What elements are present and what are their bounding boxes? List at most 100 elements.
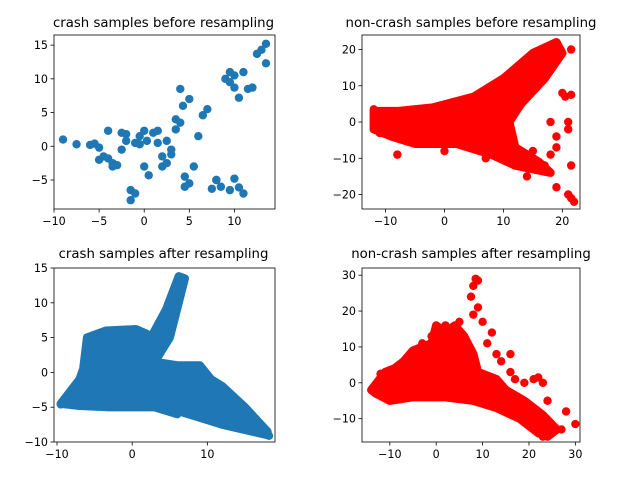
data-point <box>557 425 566 434</box>
data-point <box>457 389 466 398</box>
data-point <box>128 379 137 388</box>
data-point <box>142 136 152 146</box>
x-tick-label: 20 <box>522 448 536 461</box>
chart-title: crash samples before resampling <box>53 16 274 31</box>
data-point <box>396 106 406 116</box>
data-point <box>481 154 490 163</box>
data-point <box>135 140 144 149</box>
data-point <box>248 83 257 92</box>
data-point <box>108 365 117 374</box>
data-point <box>492 152 502 161</box>
data-point <box>230 71 239 80</box>
y-tick-label: 10 <box>342 341 356 354</box>
y-tick-label: 15 <box>34 39 48 52</box>
data-point <box>117 335 126 344</box>
data-point <box>203 104 212 114</box>
data-point <box>487 328 497 337</box>
subplot-noncrash-before: non-crash samples before resampling −10 0… <box>333 16 597 228</box>
data-point <box>151 391 160 400</box>
y-tick-label: 0 <box>349 116 356 129</box>
data-point <box>174 288 184 298</box>
data-point <box>124 397 134 406</box>
data-point <box>530 420 540 430</box>
data-point <box>94 143 104 152</box>
data-point <box>496 102 505 112</box>
data-point <box>555 49 565 59</box>
data-point <box>372 388 382 398</box>
subplot-crash-after: crash samples after resampling −10 0 10 −10… <box>25 247 276 461</box>
data-point <box>158 152 167 161</box>
data-point <box>135 393 144 402</box>
y-tick-label: −20 <box>333 189 356 202</box>
data-point <box>210 378 219 387</box>
data-point <box>530 77 540 87</box>
y-tick-label: −10 <box>333 152 356 165</box>
data-point <box>214 403 224 412</box>
x-tick-label: 20 <box>555 215 569 228</box>
y-tick-label: 20 <box>342 44 356 57</box>
data-point <box>76 374 86 384</box>
data-point <box>467 376 476 386</box>
data-point <box>198 111 208 120</box>
data-point <box>538 432 548 441</box>
data-point <box>203 390 213 400</box>
data-point <box>171 125 180 134</box>
data-point <box>167 145 176 154</box>
data-point <box>158 315 167 324</box>
data-point <box>524 62 533 71</box>
y-tick-label: 15 <box>34 262 48 275</box>
data-point <box>144 171 153 180</box>
data-point <box>459 101 468 110</box>
data-point <box>495 109 505 118</box>
data-point <box>155 341 164 350</box>
data-point <box>154 399 163 409</box>
data-point <box>569 197 579 206</box>
data-point <box>151 352 160 361</box>
data-point <box>438 345 448 354</box>
data-point <box>486 115 496 125</box>
data-point <box>140 126 149 135</box>
data-point <box>408 349 418 359</box>
data-point <box>493 88 503 97</box>
data-point <box>121 136 131 146</box>
data-point <box>451 119 460 128</box>
data-point <box>475 386 484 395</box>
data-point <box>522 92 531 102</box>
data-point <box>257 45 266 55</box>
data-point <box>178 101 188 111</box>
data-point <box>566 45 576 54</box>
data-point <box>185 94 194 104</box>
data-point <box>483 339 492 348</box>
data-point <box>469 310 478 319</box>
data-point <box>78 384 87 394</box>
data-point <box>144 384 153 393</box>
data-point <box>509 66 518 75</box>
data-point <box>546 150 555 159</box>
data-point <box>552 183 561 192</box>
data-point <box>500 149 509 159</box>
data-point <box>457 383 466 392</box>
data-point <box>168 362 178 372</box>
data-point <box>419 364 429 374</box>
data-point <box>534 373 543 382</box>
data-point <box>536 412 546 421</box>
data-point <box>441 321 450 330</box>
data-point <box>543 43 552 52</box>
data-point <box>165 395 175 404</box>
data-point <box>68 398 77 408</box>
data-point <box>385 392 395 402</box>
data-point <box>500 78 509 88</box>
data-point <box>234 93 244 102</box>
data-point <box>445 379 454 389</box>
data-point <box>140 162 149 171</box>
data-point <box>540 161 549 170</box>
data-point <box>234 183 244 192</box>
data-point <box>84 349 94 358</box>
data-point <box>405 126 414 135</box>
data-point <box>230 83 239 92</box>
data-point <box>194 131 203 141</box>
data-point <box>508 81 517 90</box>
data-point <box>203 375 212 385</box>
data-point <box>451 133 460 143</box>
data-point <box>474 371 483 380</box>
